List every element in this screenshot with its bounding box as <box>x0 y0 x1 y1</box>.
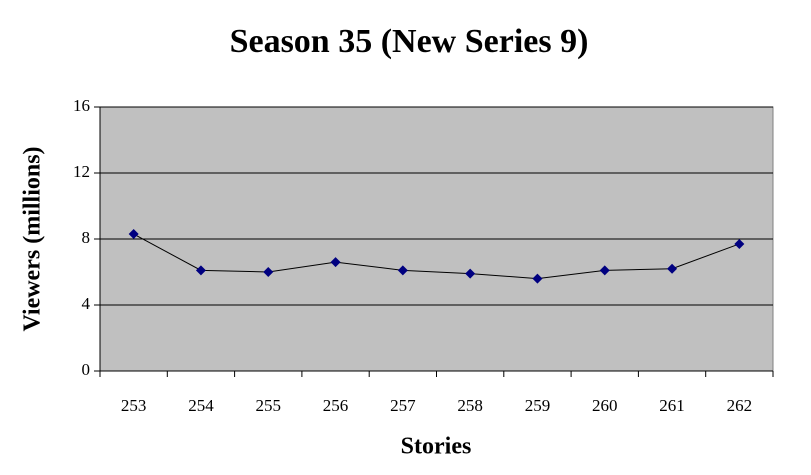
x-axis-title: Stories <box>401 434 472 460</box>
y-tick-label: 12 <box>73 162 90 181</box>
x-tick-label: 261 <box>659 396 685 415</box>
data-marker <box>195 265 206 276</box>
y-tick-label: 0 <box>82 360 91 379</box>
data-marker <box>532 273 543 284</box>
data-marker <box>397 265 408 276</box>
x-tick-label: 257 <box>390 396 416 415</box>
chart-title: Season 35 (New Series 9) <box>230 23 589 60</box>
x-tick-label: 255 <box>256 396 282 415</box>
data-marker <box>330 257 341 268</box>
x-tick-label: 258 <box>457 396 483 415</box>
y-axis-title: Viewers (millions) <box>20 146 46 331</box>
y-tick-label: 16 <box>73 96 90 115</box>
data-marker <box>263 267 274 277</box>
data-marker <box>734 238 745 249</box>
x-tick-label: 256 <box>323 396 349 415</box>
x-tick-label: 260 <box>592 396 618 415</box>
y-tick-label: 8 <box>82 228 91 247</box>
x-tick-label: 259 <box>525 396 551 415</box>
x-tick-label: 253 <box>121 396 147 415</box>
y-tick-label: 4 <box>82 294 91 313</box>
x-tick-label: 254 <box>188 396 214 415</box>
data-marker <box>599 265 610 276</box>
data-marker <box>667 263 678 274</box>
x-tick-label: 262 <box>727 396 753 415</box>
data-marker <box>465 268 476 279</box>
data-marker <box>128 229 139 240</box>
data-line <box>133 233 740 280</box>
